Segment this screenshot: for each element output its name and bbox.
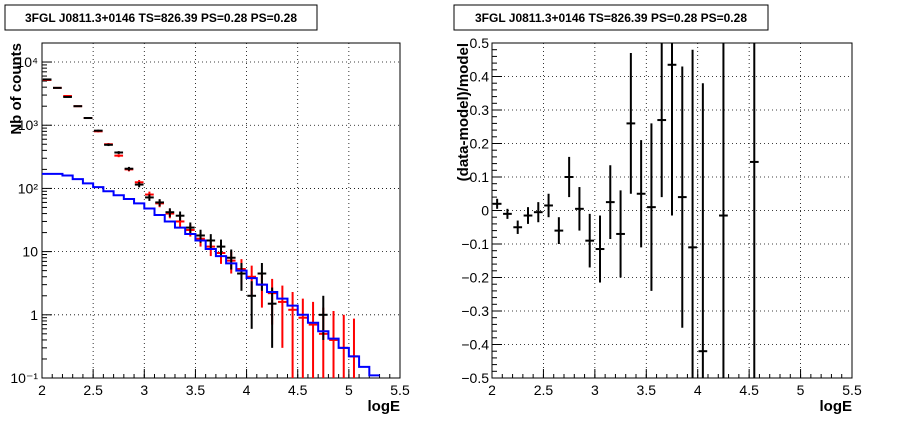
series-1 <box>492 43 759 378</box>
y-tick-label: −0.2 <box>461 270 489 286</box>
title-box <box>4 4 318 31</box>
model-step-line <box>42 172 380 377</box>
x-tick-label: 5.5 <box>842 382 862 398</box>
chart-panel-1: 2 2.5 3 3.5 4 4.5 5 5.5 10⁻¹ 1 10 10² 10³ 10⁴ 3FGL J08… <box>4 4 410 415</box>
y-tick-label: 10³ <box>18 117 39 133</box>
x-tick-label: 5.5 <box>390 382 410 398</box>
y-tick-label: 0.1 <box>470 169 490 185</box>
plot-area <box>492 43 759 378</box>
series-3 <box>42 172 380 377</box>
x-tick-label: 2.5 <box>534 382 554 398</box>
chart-panel-2: 2 2.5 3 3.5 4 4.5 5 5.5 −0.5 −0.4 −0.3 −0.2 −0.1 0 0.1… <box>453 4 862 415</box>
chart-title: 3FGL J0811.3+0146 TS=826.39 PS=0.28 PS=0… <box>25 11 297 25</box>
x-tick-label: 2.5 <box>83 382 103 398</box>
x-tick-label: 4 <box>694 382 702 398</box>
y-tick-label: 10⁴ <box>16 54 38 70</box>
y-tick-label: −0.5 <box>461 370 489 386</box>
x-tick-label: 5 <box>345 382 353 398</box>
title-box <box>453 4 769 31</box>
y-tick-label: 10 <box>22 244 38 260</box>
x-tick-label: 5 <box>797 382 805 398</box>
x-tick-label: 4.5 <box>739 382 759 398</box>
y-tick-label: −0.4 <box>461 337 489 353</box>
plot-frame <box>41 42 401 379</box>
y-tick-label: 0.4 <box>470 69 490 85</box>
y-tick-label: −0.1 <box>461 236 489 252</box>
x-tick-label: 3 <box>591 382 599 398</box>
x-tick-label: 3 <box>140 382 148 398</box>
plot-area <box>42 78 380 378</box>
x-tick-label: 4.5 <box>288 382 308 398</box>
y-tick-label: 0.5 <box>470 35 490 51</box>
y-tick-label: 10⁻¹ <box>10 370 38 386</box>
y-tick-label: 0.2 <box>470 136 490 152</box>
x-tick-label: 3.5 <box>637 382 657 398</box>
y-axis-label: Nb of counts <box>8 43 25 135</box>
y-tick-label: 1 <box>30 307 38 323</box>
x-axis-label: logE <box>368 398 401 415</box>
y-tick-label: 10² <box>18 180 39 196</box>
y-tick-label: 0.3 <box>470 102 490 118</box>
x-tick-label: 2 <box>38 382 46 398</box>
y-tick-label: 0 <box>481 203 489 219</box>
x-axis-label: logE <box>820 398 853 415</box>
x-tick-label: 3.5 <box>186 382 206 398</box>
chart-title: 3FGL J0811.3+0146 TS=826.39 PS=0.28 PS=0… <box>475 11 747 25</box>
x-tick-label: 2 <box>488 382 496 398</box>
x-tick-label: 4 <box>243 382 251 398</box>
y-tick-label: −0.3 <box>461 303 489 319</box>
y-axis-label: (data-model)/model <box>455 43 472 181</box>
